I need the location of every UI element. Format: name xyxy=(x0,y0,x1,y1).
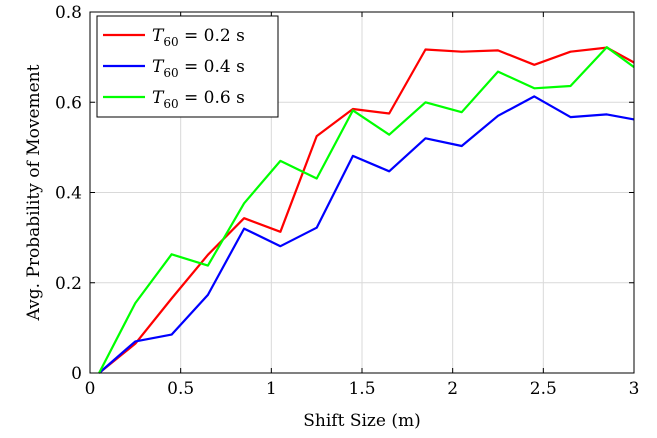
x-tick-label: 0.5 xyxy=(167,379,194,399)
x-tick-label: 1.5 xyxy=(348,379,375,399)
series-line-2 xyxy=(98,95,635,374)
x-tick-label: 0 xyxy=(85,379,96,399)
y-tick-label: 0.4 xyxy=(55,184,82,204)
legend-entry: T60 = 0.6 s xyxy=(152,88,245,111)
y-tick-label: 0 xyxy=(71,364,82,384)
legend-entry: T60 = 0.4 s xyxy=(152,57,245,80)
y-tick-label: 0.6 xyxy=(55,93,82,113)
x-tick-label: 3 xyxy=(629,379,640,399)
series-line-1 xyxy=(98,46,635,374)
y-axis-label: Avg. Probability of Movement xyxy=(24,64,44,321)
axis-ticks: 0 0.5 1 1.5 2 2.5 3 0 0.2 0.4 0.6 0.8 xyxy=(55,3,639,399)
x-tick-label: 2.5 xyxy=(530,379,557,399)
legend-entry: T60 = 0.2 s xyxy=(152,26,245,49)
y-tick-label: 0.8 xyxy=(55,3,82,23)
legend: T60 = 0.2 s T60 = 0.4 s T60 = 0.6 s xyxy=(96,15,279,118)
y-tick-label: 0.2 xyxy=(55,274,82,294)
x-axis-label: Shift Size (m) xyxy=(303,411,420,431)
series-line-3 xyxy=(98,46,635,374)
x-tick-label: 2 xyxy=(447,379,458,399)
x-tick-label: 1 xyxy=(266,379,277,399)
series-lines xyxy=(98,46,635,374)
